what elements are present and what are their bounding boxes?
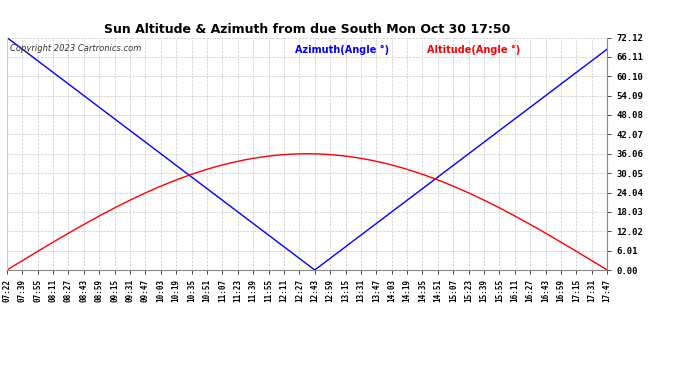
- Text: Altitude(Angle °): Altitude(Angle °): [427, 45, 520, 54]
- Text: Azimuth(Angle °): Azimuth(Angle °): [295, 45, 389, 54]
- Text: Copyright 2023 Cartronics.com: Copyright 2023 Cartronics.com: [10, 45, 141, 54]
- Title: Sun Altitude & Azimuth from due South Mon Oct 30 17:50: Sun Altitude & Azimuth from due South Mo…: [104, 23, 510, 36]
